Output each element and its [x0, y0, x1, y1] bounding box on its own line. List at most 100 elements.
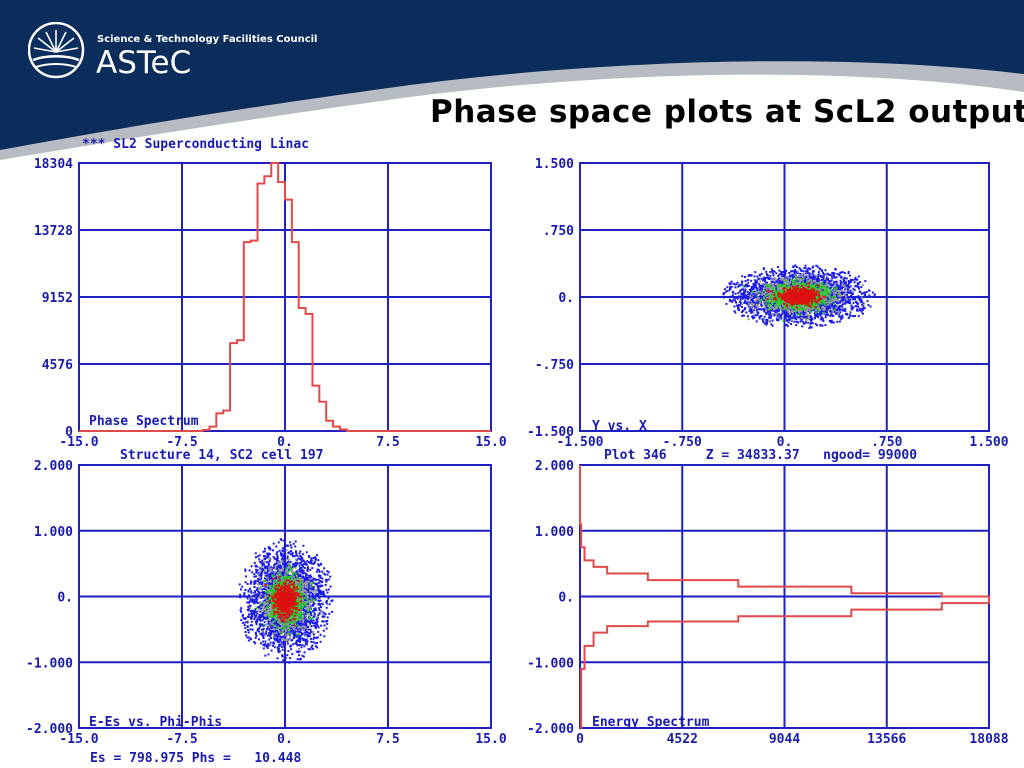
density-point: [811, 282, 814, 285]
density-point: [809, 305, 812, 308]
density-point: [798, 294, 801, 297]
density-point: [809, 294, 812, 297]
density-point: [799, 290, 802, 293]
density-point: [246, 601, 249, 604]
density-point: [785, 294, 788, 297]
density-point: [752, 282, 755, 285]
density-point: [791, 300, 794, 303]
density-point: [773, 286, 776, 289]
density-point: [771, 272, 774, 275]
density-point: [254, 552, 257, 555]
density-point: [300, 560, 303, 563]
density-point: [830, 319, 833, 322]
density-point: [265, 556, 268, 559]
density-point: [850, 278, 852, 281]
density-point: [741, 311, 743, 314]
density-point: [788, 301, 791, 304]
density-point: [260, 642, 262, 645]
density-point: [820, 281, 822, 284]
density-point: [309, 632, 311, 635]
density-point: [817, 309, 820, 312]
density-point: [767, 303, 770, 306]
density-point: [838, 294, 841, 297]
density-point: [851, 308, 854, 311]
density-point: [728, 298, 731, 301]
density-point: [782, 319, 785, 322]
density-point: [799, 320, 802, 323]
density-point: [792, 298, 794, 301]
density-point: [861, 300, 863, 303]
density-point: [803, 316, 806, 319]
density-point: [821, 324, 824, 327]
density-point: [826, 283, 829, 286]
density-point: [734, 311, 737, 314]
density-point: [750, 299, 753, 302]
density-point: [828, 287, 831, 290]
density-point: [736, 304, 739, 307]
density-point: [735, 301, 738, 304]
density-point: [795, 311, 798, 314]
density-point: [803, 300, 806, 302]
density-point: [775, 294, 778, 297]
density-point: [740, 296, 743, 299]
density-point: [792, 287, 795, 290]
density-point: [763, 293, 766, 296]
density-point: [813, 280, 815, 283]
density-point: [813, 302, 816, 305]
density-point: [786, 312, 789, 315]
density-point: [772, 302, 775, 305]
density-point: [765, 309, 768, 312]
density-point: [817, 286, 820, 289]
density-point: [739, 284, 742, 287]
density-point: [776, 316, 779, 319]
density-point: [840, 294, 843, 297]
density-point: [755, 284, 758, 287]
density-point: [836, 281, 839, 284]
density-point: [800, 317, 803, 320]
density-point: [793, 307, 796, 310]
density-point: [838, 307, 841, 310]
density-point: [775, 298, 778, 301]
density-point: [782, 277, 785, 280]
density-point: [778, 269, 781, 272]
density-point: [780, 278, 783, 281]
density-point: [749, 308, 752, 311]
density-point: [249, 624, 252, 627]
density-point: [805, 319, 808, 321]
density-point: [752, 317, 755, 320]
density-point: [722, 293, 725, 296]
density-point: [746, 296, 749, 299]
density-point: [744, 289, 747, 292]
density-point: [780, 298, 783, 301]
density-point: [814, 304, 816, 307]
density-point: [785, 323, 788, 326]
density-point: [770, 305, 773, 308]
density-point: [798, 286, 801, 289]
density-point: [746, 285, 749, 288]
density-point: [815, 288, 818, 291]
density-point: [860, 310, 863, 313]
density-point: [831, 309, 834, 312]
density-point: [838, 320, 841, 323]
density-point: [734, 283, 737, 286]
density-point: [828, 302, 831, 305]
density-point: [852, 287, 855, 290]
density-point: [826, 309, 829, 312]
density-point: [797, 297, 799, 300]
density-point: [807, 321, 810, 324]
density-point: [779, 287, 782, 290]
density-point: [824, 296, 827, 299]
density-point: [771, 324, 774, 327]
density-point: [771, 314, 774, 317]
density-point: [765, 300, 768, 303]
density-point: [863, 307, 866, 310]
density-point: [281, 654, 284, 657]
density-point: [805, 293, 808, 295]
density-point: [832, 282, 835, 285]
density-point: [774, 289, 777, 292]
density-point: [802, 277, 805, 280]
density-point: [809, 275, 812, 278]
density-point: [840, 318, 843, 321]
density-point: [812, 284, 815, 287]
density-point: [851, 290, 854, 293]
